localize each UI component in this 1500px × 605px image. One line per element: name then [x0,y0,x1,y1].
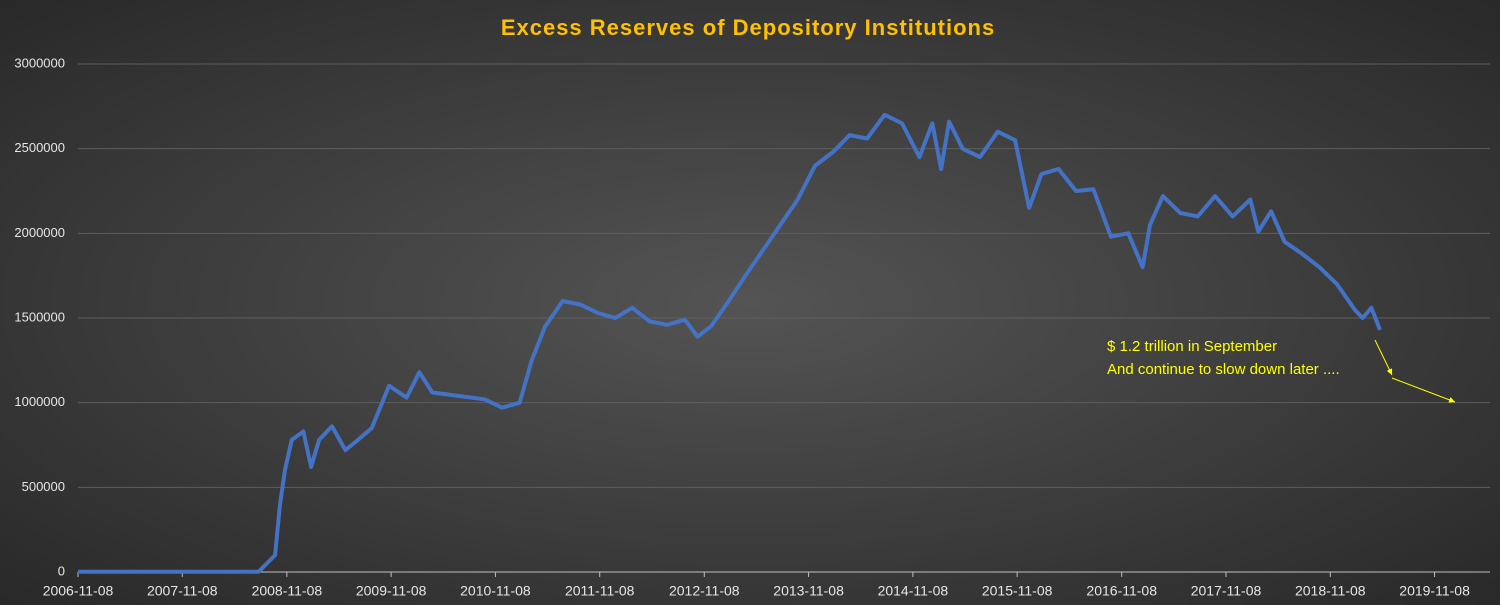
x-tick-label: 2015-11-08 [982,583,1053,599]
annotation-text: $ 1.2 trillion in September [1107,338,1277,355]
x-tick-label: 2019-11-08 [1399,583,1470,599]
y-tick-label: 1000000 [14,394,65,409]
y-tick-label: 500000 [22,479,65,494]
x-tick-label: 2011-11-08 [565,583,635,599]
x-tick-label: 2009-11-08 [356,583,427,599]
annotation: $ 1.2 trillion in September And continue… [1107,338,1456,403]
x-tick-label: 2013-11-08 [773,583,844,599]
x-tick-label: 2008-11-08 [252,583,323,599]
arrow [1374,339,1393,376]
arrow [1391,377,1456,403]
x-tick-label: 2016-11-08 [1086,583,1157,599]
y-tick-label: 3000000 [14,55,65,70]
x-tick-label: 2007-11-08 [147,583,218,599]
x-tick-label: 2012-11-08 [669,583,740,599]
y-tick-label: 2500000 [14,140,65,155]
x-tick-label: 2018-11-08 [1295,583,1366,599]
x-tick-label: 2017-11-08 [1191,583,1262,599]
chart-title: Excess Reserves of Depository Institutio… [501,15,995,40]
x-tick-label: 2010-11-08 [460,583,531,599]
x-tick-label: 2014-11-08 [878,583,949,599]
y-tick-label: 1500000 [14,309,65,324]
y-tick-label: 2000000 [14,225,65,240]
data-line [78,112,1382,574]
annotation-text: And continue to slow down later .... [1107,361,1340,378]
y-tick-label: 0 [58,563,65,578]
x-tick-label: 2006-11-08 [43,583,114,599]
